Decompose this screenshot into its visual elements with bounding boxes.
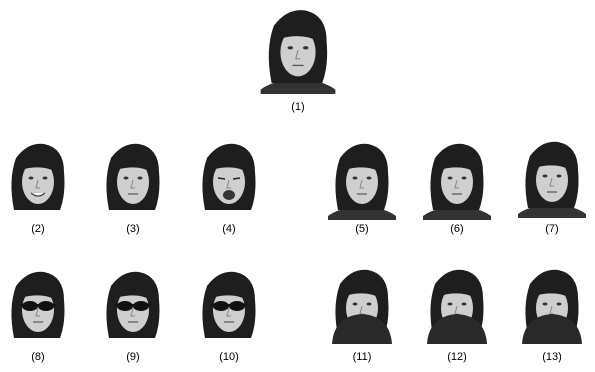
eye (557, 175, 562, 178)
image-label: (7) (545, 223, 558, 235)
page: (1) (2) (3) (4) (5) (6) (7) (8) (9) (10) (11) (12) (… (0, 0, 595, 372)
image-label: (11) (353, 351, 372, 363)
eye (303, 46, 309, 49)
eye (233, 178, 240, 179)
face-photo (332, 270, 392, 344)
image-label: (3) (126, 223, 139, 235)
face-photo (261, 10, 336, 94)
image-label: (6) (450, 223, 463, 235)
eye (367, 177, 372, 180)
eye (218, 178, 225, 179)
image-label: (1) (291, 101, 304, 113)
image-label: (4) (222, 223, 235, 235)
eye (462, 303, 467, 306)
image-label: (5) (355, 223, 368, 235)
eye (462, 177, 467, 180)
eye (124, 177, 129, 180)
eye (353, 303, 358, 306)
face-photo (423, 144, 491, 220)
face-photo (202, 272, 255, 338)
face-photo (518, 142, 586, 218)
eye (543, 303, 548, 306)
image-label: (9) (126, 351, 139, 363)
eye (43, 177, 48, 180)
image-label: (12) (447, 351, 467, 363)
face-photo (11, 272, 64, 338)
figure: (1) (2) (3) (4) (5) (6) (7) (8) (9) (10) (11) (12) (… (0, 0, 595, 372)
face-photo (11, 144, 64, 210)
face-photo (328, 144, 396, 220)
mouth (223, 190, 235, 200)
image-label: (13) (542, 351, 562, 363)
face-photo (106, 144, 159, 210)
eye (448, 303, 453, 306)
eye (448, 177, 453, 180)
eye (353, 177, 358, 180)
image-label: (10) (219, 351, 239, 363)
eye (367, 303, 372, 306)
face-photo (202, 144, 255, 210)
face-photo (106, 272, 159, 338)
face-photo (427, 270, 487, 344)
eye (138, 177, 143, 180)
eye (288, 46, 294, 49)
image-label: (8) (31, 351, 44, 363)
image-label: (2) (31, 223, 44, 235)
eye (557, 303, 562, 306)
eye (543, 175, 548, 178)
face-photo (522, 270, 582, 344)
eye (29, 177, 34, 180)
